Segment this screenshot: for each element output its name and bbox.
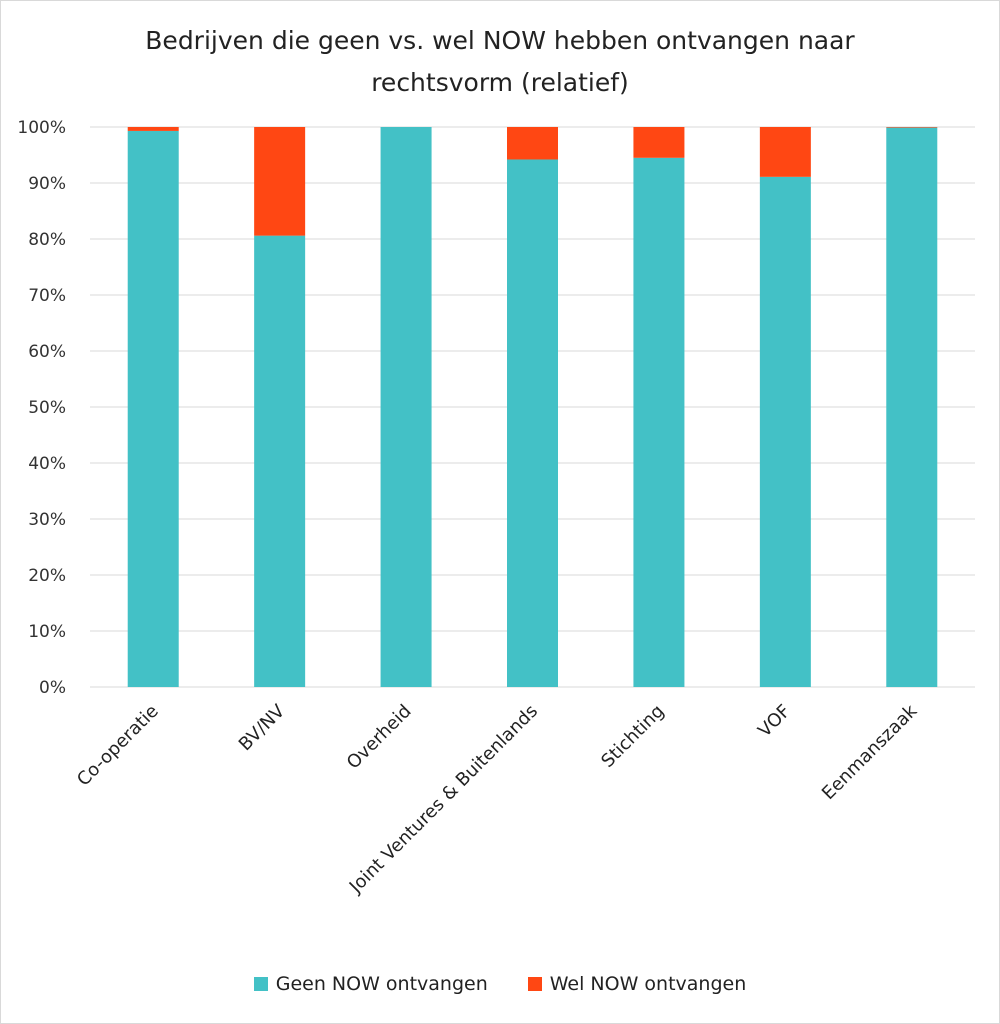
bar-segment-wel [633,127,685,158]
y-tick-label: 80% [28,230,66,250]
legend-swatch-wel [527,977,542,991]
legend-item-geen: Geen NOW ontvangen [253,973,488,995]
bar-segment-wel [886,127,938,128]
x-category-label: Eenmanszaak [818,700,922,804]
bar-segment-geen [886,127,938,687]
chart-title-line-2: rechtsvorm (relatief) [371,68,629,97]
x-category-label: Overheid [343,701,416,774]
bar-segment-wel [507,127,558,160]
x-category-label: BV/NV [235,700,290,755]
y-tick-label: 60% [28,342,66,362]
bar-segment-geen [380,127,432,687]
chart-title: Bedrijven die geen vs. wel NOW hebben on… [0,20,1000,104]
x-category-label: Co-operatie [73,701,163,791]
bar-segment-geen [254,235,306,687]
bar-segment-geen [507,159,558,688]
chart-title-line-1: Bedrijven die geen vs. wel NOW hebben on… [145,26,855,55]
legend-item-wel: Wel NOW ontvangen [527,973,747,995]
y-tick-label: 10% [28,622,66,642]
x-category-label: VOF [754,701,795,742]
y-tick-label: 0% [39,678,66,698]
y-axis-ticks: 0% 10% 20% 30% 40% 50% 60% 70% 80% 90% 100% [17,118,66,698]
y-tick-label: 40% [28,454,66,474]
bar-segment-wel [254,127,306,236]
y-tick-label: 90% [28,174,66,194]
bar-segment-geen [127,130,179,688]
x-category-label: Stichting [597,701,668,772]
bar-segment-wel [127,127,179,131]
y-tick-label: 100% [17,118,66,138]
legend-swatch-geen [253,977,268,991]
y-tick-label: 50% [28,398,66,418]
y-tick-label: 70% [28,286,66,306]
bar-segment-geen [759,176,811,687]
bars [127,127,938,688]
y-tick-label: 20% [28,566,66,586]
bar-segment-geen [633,157,685,688]
bar-segment-wel [759,127,811,177]
legend: Geen NOW ontvangen Wel NOW ontvangen [0,973,1000,995]
y-tick-label: 30% [28,510,66,530]
legend-label-wel: Wel NOW ontvangen [549,973,747,995]
legend-label-geen: Geen NOW ontvangen [275,973,488,995]
